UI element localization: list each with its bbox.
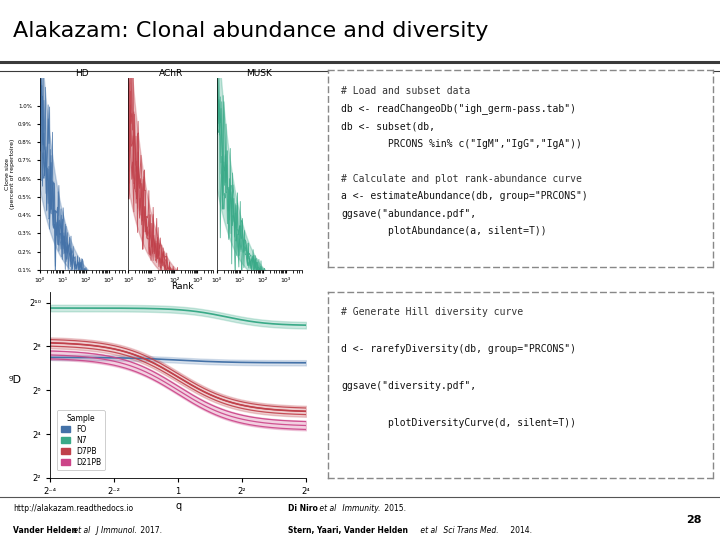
Text: Immunity.: Immunity. <box>340 504 380 513</box>
Text: Sci Trans Med.: Sci Trans Med. <box>441 526 499 535</box>
Text: Stern, Yaari, Vander Helden: Stern, Yaari, Vander Helden <box>288 526 408 535</box>
Text: Di Niro: Di Niro <box>288 504 318 513</box>
Text: ggsave("abundance.pdf",: ggsave("abundance.pdf", <box>341 208 476 219</box>
Y-axis label: ᵍD: ᵍD <box>9 375 22 384</box>
Text: db <- readChangeoDb("igh_germ-pass.tab"): db <- readChangeoDb("igh_germ-pass.tab") <box>341 104 576 114</box>
Text: a <- estimateAbundance(db, group="PRCONS"): a <- estimateAbundance(db, group="PRCONS… <box>341 191 588 201</box>
Legend: FO, N7, D7PB, D21PB: FO, N7, D7PB, D21PB <box>57 410 105 470</box>
Title: MUSK: MUSK <box>246 69 272 78</box>
Title: AChR: AChR <box>158 69 183 78</box>
Text: et al: et al <box>71 526 90 535</box>
Text: 2014.: 2014. <box>508 526 531 535</box>
Title: HD: HD <box>76 69 89 78</box>
Text: db <- subset(db,: db <- subset(db, <box>341 121 435 131</box>
Text: 28: 28 <box>686 515 702 524</box>
Text: ggsave("diversity.pdf",: ggsave("diversity.pdf", <box>341 381 476 391</box>
Text: et al: et al <box>317 504 336 513</box>
Text: plotAbundance(a, silent=T)): plotAbundance(a, silent=T)) <box>341 226 546 236</box>
Text: plotDiversityCurve(d, silent=T)): plotDiversityCurve(d, silent=T)) <box>341 418 576 428</box>
Text: PRCONS %in% c("IgM","IgG","IgA")): PRCONS %in% c("IgM","IgG","IgA")) <box>341 139 582 148</box>
Text: 2015.: 2015. <box>382 504 405 513</box>
Text: d <- rarefyDiversity(db, group="PRCONS"): d <- rarefyDiversity(db, group="PRCONS") <box>341 344 576 354</box>
Text: # Load and subset data: # Load and subset data <box>341 86 470 96</box>
Text: # Generate Hill diversity curve: # Generate Hill diversity curve <box>341 307 523 316</box>
Text: http://alakazam.readthedocs.io: http://alakazam.readthedocs.io <box>13 504 133 513</box>
Text: et al: et al <box>418 526 437 535</box>
Text: Vander Helden: Vander Helden <box>13 526 77 535</box>
X-axis label: q: q <box>175 502 181 511</box>
Text: Alakazam: Clonal abundance and diversity: Alakazam: Clonal abundance and diversity <box>13 21 488 41</box>
Text: 2017.: 2017. <box>138 526 162 535</box>
Text: # Calculate and plot rank-abundance curve: # Calculate and plot rank-abundance curv… <box>341 173 582 184</box>
Text: Rank: Rank <box>171 282 194 291</box>
Y-axis label: Clone size
(percent of repertoire): Clone size (percent of repertoire) <box>4 139 15 210</box>
Text: J Immunol.: J Immunol. <box>94 526 137 535</box>
